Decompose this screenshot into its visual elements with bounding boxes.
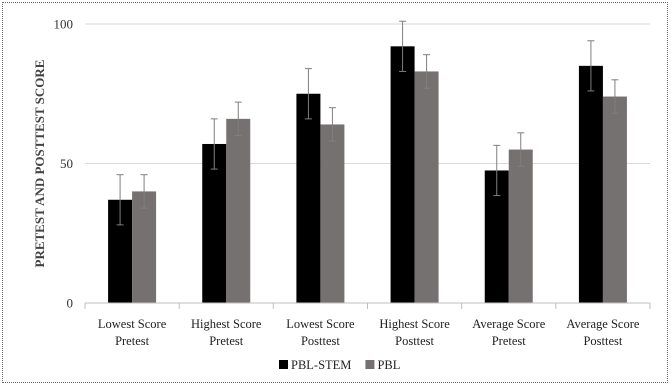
- grid-lines: [85, 23, 650, 164]
- x-axis: [84, 302, 651, 309]
- error-bar-pbl-stem-1: [210, 118, 218, 170]
- y-tick-label-1: 50: [60, 156, 73, 171]
- category-label-3: Highest Score Posttest: [379, 317, 450, 348]
- bar-pbl-3: [414, 71, 439, 304]
- bar-pbl-0: [132, 191, 157, 303]
- category-labels: Lowest Score Pretest Highest Score Pretest L…: [98, 317, 640, 348]
- legend-item-pbl-stem: PBL-STEM: [279, 358, 351, 372]
- error-bar-pbl-4: [517, 132, 525, 167]
- bar-pbl-1: [226, 118, 251, 303]
- bar-pbl-stem-2: [296, 93, 321, 303]
- error-bar-pbl-0: [140, 174, 148, 209]
- y-axis-label: PRETEST AND POSTTEST SCORE: [32, 60, 47, 268]
- bar-pbl-stem-5: [578, 65, 603, 303]
- category-label-5: Average Score Posttest: [566, 317, 639, 348]
- error-bar-pbl-2: [328, 107, 336, 142]
- legend-swatch-1: [365, 360, 375, 369]
- y-tick-label-2: 100: [54, 17, 74, 32]
- error-bar-pbl-stem-2: [304, 68, 312, 120]
- error-bar-pbl-5: [611, 79, 619, 114]
- chart-frame: [2, 2, 668, 383]
- bar-pbl-5: [602, 96, 627, 303]
- error-bar-pbl-1: [234, 101, 242, 137]
- bar-pbl-stem-1: [202, 143, 227, 303]
- category-label-0: Lowest Score Pretest: [98, 317, 167, 348]
- legend-label-1: PBL: [377, 358, 400, 372]
- error-bar-pbl-stem-4: [493, 144, 501, 197]
- legend-item-pbl: PBL: [365, 358, 400, 372]
- bar-pbl-4: [508, 149, 533, 303]
- error-bar-pbl-stem-3: [399, 20, 407, 72]
- bar-pbl-stem-3: [390, 46, 415, 303]
- y-tick-label-0: 0: [67, 296, 74, 311]
- error-bar-pbl-3: [423, 54, 431, 89]
- legend: PBL-STEM PBL: [279, 358, 400, 372]
- legend-swatch-0: [279, 360, 288, 369]
- error-bar-pbl-stem-0: [116, 174, 124, 226]
- legend-label-0: PBL-STEM: [291, 358, 351, 372]
- category-label-4: Average Score Pretest: [472, 317, 545, 348]
- bar-pbl-2: [320, 124, 345, 303]
- y-tick-labels: 0 50 100: [54, 17, 74, 311]
- error-bars: [116, 20, 619, 226]
- error-bar-pbl-stem-5: [587, 40, 595, 92]
- category-label-1: Highest Score Pretest: [191, 317, 262, 348]
- bars: [108, 46, 627, 304]
- category-label-2: Lowest Score Posttest: [286, 317, 355, 348]
